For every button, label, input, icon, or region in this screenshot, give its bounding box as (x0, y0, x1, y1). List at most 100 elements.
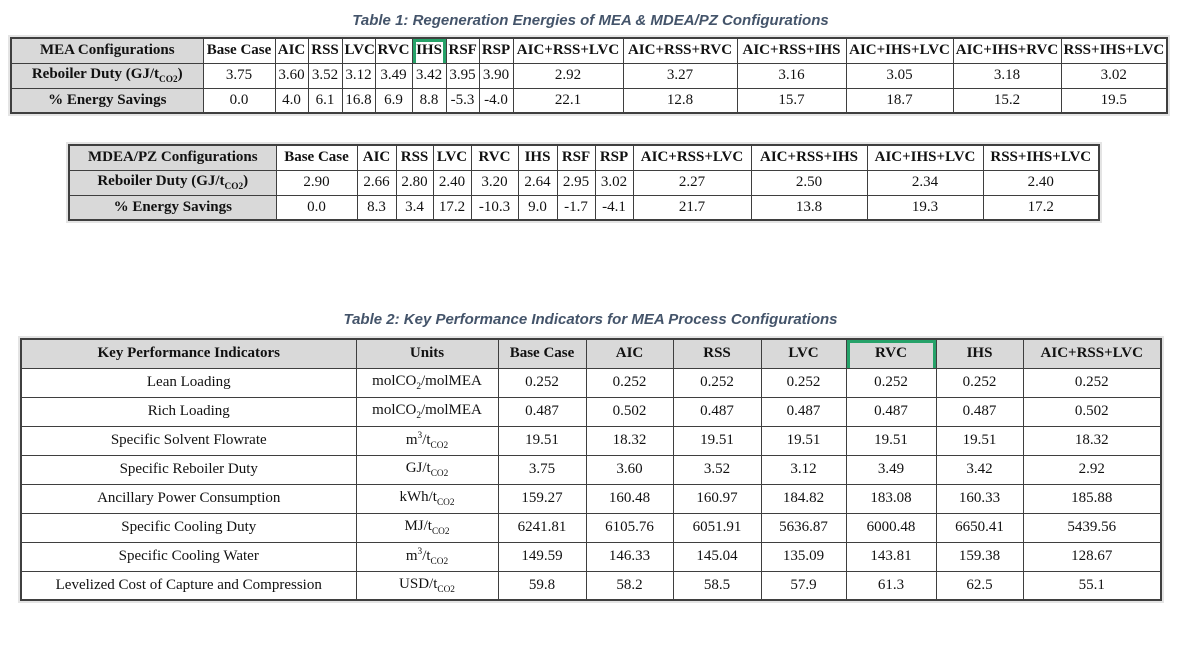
value-cell: 185.88 (1022, 483, 1162, 514)
column-header: RVC (470, 144, 519, 171)
value-cell: 3.52 (307, 62, 343, 89)
column-header: AIC+RSS+LVC (1022, 338, 1162, 369)
value-cell: 0.487 (845, 396, 937, 427)
value-cell: 62.5 (935, 570, 1024, 601)
row-label: Lean Loading (20, 367, 357, 398)
value-cell: 4.0 (274, 87, 309, 114)
column-header: Base Case (275, 144, 358, 171)
table-row: Specific Cooling Duty MJ/tCO2 6241.81 6105.… (20, 512, 1162, 543)
column-header: IHS (935, 338, 1024, 369)
column-header: IHS (411, 37, 447, 64)
column-header: RSF (445, 37, 480, 64)
value-cell: 0.502 (585, 396, 674, 427)
table-row: Lean Loading molCO2/molMEA 0.252 0.252 0.252… (20, 367, 1162, 398)
value-cell: 128.67 (1022, 541, 1162, 572)
value-cell: 8.3 (356, 194, 397, 221)
column-header: IHS (517, 144, 558, 171)
table-row: Reboiler Duty (GJ/tCO2) 3.75 3.60 3.52 3.12 3… (10, 62, 1168, 89)
value-cell: 2.95 (556, 169, 596, 196)
value-cell: 0.487 (760, 396, 847, 427)
value-cell: 2.66 (356, 169, 397, 196)
value-cell: 3.16 (736, 62, 847, 89)
value-cell: 3.42 (935, 454, 1024, 485)
value-cell: 3.18 (952, 62, 1062, 89)
value-cell: 6241.81 (497, 512, 587, 543)
unit-cell: MJ/tCO2 (355, 512, 499, 543)
value-cell: 9.0 (517, 194, 558, 221)
value-cell: 0.252 (585, 367, 674, 398)
value-cell: 19.51 (760, 425, 847, 456)
value-cell: 6650.41 (935, 512, 1024, 543)
value-cell: 2.92 (1022, 454, 1162, 485)
row-label: Reboiler Duty (GJ/tCO2) (68, 169, 277, 196)
column-header: AIC+IHS+LVC (866, 144, 984, 171)
table1-caption: Table 1: Regeneration Energies of MEA & … (352, 12, 829, 29)
value-cell: 0.252 (760, 367, 847, 398)
value-cell: 15.2 (952, 87, 1062, 114)
value-cell: 5439.56 (1022, 512, 1162, 543)
value-cell: 159.38 (935, 541, 1024, 572)
row-label: % Energy Savings (10, 87, 204, 114)
value-cell: -1.7 (556, 194, 596, 221)
value-cell: 149.59 (497, 541, 587, 572)
unit-cell: GJ/tCO2 (355, 454, 499, 485)
value-cell: 6000.48 (845, 512, 937, 543)
value-cell: 3.42 (411, 62, 447, 89)
value-cell: 3.02 (594, 169, 634, 196)
value-cell: 3.75 (202, 62, 276, 89)
value-cell: 6.9 (374, 87, 413, 114)
column-header: AIC+RSS+LVC (512, 37, 624, 64)
value-cell: 6.1 (307, 87, 343, 114)
table-row: Ancillary Power Consumption kWh/tCO2 159.2… (20, 483, 1162, 514)
value-cell: 3.90 (478, 62, 514, 89)
row-label: Reboiler Duty (GJ/tCO2) (10, 62, 204, 89)
value-cell: 2.40 (982, 169, 1100, 196)
value-cell: 3.49 (845, 454, 937, 485)
row-label: Specific Reboiler Duty (20, 454, 357, 485)
column-header: AIC+RSS+RVC (622, 37, 738, 64)
column-header: LVC (432, 144, 472, 171)
value-cell: 8.8 (411, 87, 447, 114)
column-header: RVC (845, 338, 937, 369)
column-header: RSP (594, 144, 634, 171)
value-cell: 2.40 (432, 169, 472, 196)
value-cell: 57.9 (760, 570, 847, 601)
column-header: RSF (556, 144, 596, 171)
column-header: AIC+IHS+LVC (845, 37, 954, 64)
column-header: AIC+RSS+IHS (750, 144, 868, 171)
value-cell: 0.252 (672, 367, 762, 398)
unit-cell: molCO2/molMEA (355, 367, 499, 398)
value-cell: 3.52 (672, 454, 762, 485)
value-cell: 58.2 (585, 570, 674, 601)
value-cell: 0.252 (935, 367, 1024, 398)
value-cell: 2.90 (275, 169, 358, 196)
table-row: Reboiler Duty (GJ/tCO2) 2.90 2.66 2.80 2.40 3… (68, 169, 1100, 196)
value-cell: 145.04 (672, 541, 762, 572)
value-cell: 19.5 (1060, 87, 1168, 114)
value-cell: 183.08 (845, 483, 937, 514)
value-cell: 0.252 (497, 367, 587, 398)
row-label: Ancillary Power Consumption (20, 483, 357, 514)
value-cell: 12.8 (622, 87, 738, 114)
value-cell: -5.3 (445, 87, 480, 114)
value-cell: 18.32 (1022, 425, 1162, 456)
row-label: Rich Loading (20, 396, 357, 427)
value-cell: 0.487 (935, 396, 1024, 427)
unit-cell: molCO2/molMEA (355, 396, 499, 427)
value-cell: 160.97 (672, 483, 762, 514)
value-cell: 19.3 (866, 194, 984, 221)
header-row: Key Performance Indicators Units Base Case… (20, 338, 1162, 369)
value-cell: 0.0 (275, 194, 358, 221)
value-cell: 55.1 (1022, 570, 1162, 601)
row-label: % Energy Savings (68, 194, 277, 221)
table-row: Rich Loading molCO2/molMEA 0.487 0.502 0.487… (20, 396, 1162, 427)
value-cell: 19.51 (935, 425, 1024, 456)
value-cell: 3.02 (1060, 62, 1168, 89)
value-cell: 160.48 (585, 483, 674, 514)
value-cell: 184.82 (760, 483, 847, 514)
column-header: RSP (478, 37, 514, 64)
column-header: AIC+RSS+IHS (736, 37, 847, 64)
column-header: AIC (585, 338, 674, 369)
value-cell: 2.92 (512, 62, 624, 89)
value-cell: 2.80 (395, 169, 434, 196)
